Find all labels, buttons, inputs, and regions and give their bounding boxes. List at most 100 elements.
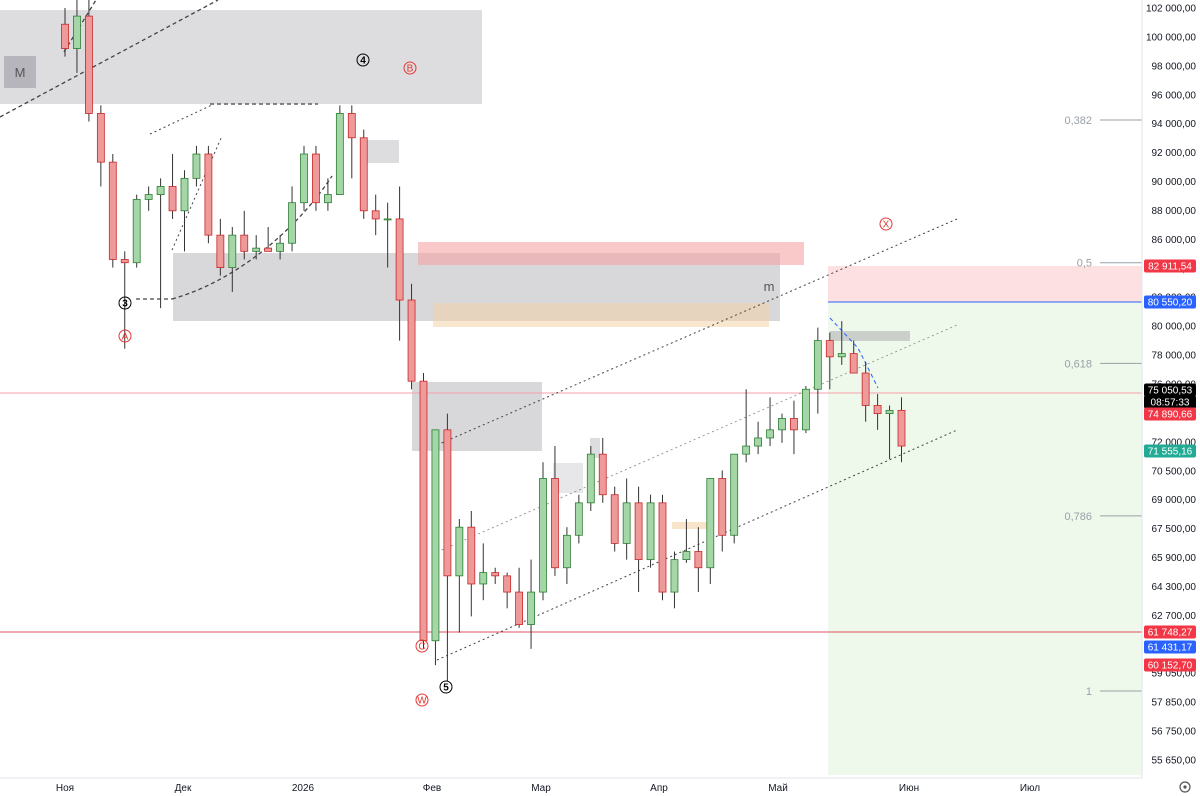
wave-label-3: 3	[122, 299, 128, 310]
candle	[467, 510, 476, 617]
y-tick-label: 55 650,00	[1152, 756, 1197, 767]
candle	[694, 527, 703, 593]
y-tick-label: 67 500,00	[1152, 524, 1197, 535]
time-axis[interactable]: Ноя Дек 2026 Фев Мар Апр Май Июн Июл	[0, 777, 1142, 794]
candle	[479, 543, 488, 601]
candle	[598, 437, 607, 503]
y-tick-label: 56 750,00	[1152, 727, 1197, 738]
fib-layer: 0,382 0,5 0,618 0,786 1	[1064, 115, 1142, 698]
price-tag	[1144, 383, 1196, 397]
candle	[455, 519, 464, 633]
y-tick-label: 64 300,00	[1152, 582, 1197, 593]
candle	[252, 235, 261, 260]
x-tick-label: Ноя	[56, 783, 74, 794]
price-tag-text: 74 890,66	[1148, 410, 1193, 421]
wave-label-4: 4	[360, 56, 366, 67]
price-tag	[1144, 407, 1196, 421]
candle	[407, 283, 416, 390]
x-tick-label: Апр	[650, 783, 668, 794]
red-zone	[418, 242, 804, 265]
x-tick-label: Июл	[1020, 783, 1040, 794]
candle	[574, 494, 583, 544]
zones-layer: M m	[0, 10, 1142, 775]
stop-loss-zone	[828, 266, 1142, 302]
y-tick-label: 94 000,00	[1152, 119, 1197, 130]
price-tag-text: 71 555,16	[1148, 447, 1193, 458]
y-tick-label: 92 000,00	[1152, 148, 1197, 159]
fib-label: 0,5	[1077, 258, 1092, 270]
candle	[216, 218, 225, 276]
y-tick-label: 65 900,00	[1152, 553, 1197, 564]
candle	[73, 0, 81, 73]
y-tick-label: 96 000,00	[1152, 90, 1197, 101]
candle	[276, 235, 285, 260]
wave-label-5: 5	[443, 683, 449, 694]
y-tick-label: 62 700,00	[1152, 611, 1197, 622]
price-tag-text: 08:57:33	[1151, 398, 1190, 409]
candle	[264, 227, 273, 252]
price-tag	[1144, 658, 1196, 672]
price-tag	[1144, 295, 1196, 309]
candle	[622, 478, 631, 560]
candle	[539, 462, 547, 601]
small-zone-right	[830, 331, 910, 341]
candle	[204, 145, 213, 244]
candle	[96, 105, 105, 187]
price-tag-text: 75 050,53	[1148, 386, 1193, 397]
zone-m-box	[4, 56, 36, 88]
x-tick-label: Июн	[899, 783, 919, 794]
candle	[813, 327, 822, 414]
fib-label: 1	[1086, 686, 1092, 698]
candle	[503, 572, 512, 609]
candle	[335, 105, 344, 195]
candle	[682, 519, 691, 563]
supply-zone-m	[0, 10, 482, 104]
x-tick-label: Мар	[531, 783, 551, 794]
x-tick-label: Фев	[423, 783, 441, 794]
candle	[156, 178, 165, 309]
candle	[718, 470, 727, 552]
candle	[120, 251, 129, 349]
levels-layer	[0, 103, 1142, 633]
price-tag-text: 61 748,27	[1148, 628, 1193, 639]
price-tag-text: 80 550,20	[1148, 298, 1193, 309]
candle	[802, 386, 810, 434]
candle	[419, 373, 428, 649]
settings-icon[interactable]	[1179, 781, 1191, 793]
y-tick-label: 78 000,00	[1152, 351, 1197, 362]
small-gray-zone	[590, 438, 600, 458]
candle	[371, 194, 380, 236]
small-zone	[363, 140, 399, 163]
candle	[646, 494, 655, 568]
orange-zone	[433, 303, 769, 327]
candle	[754, 421, 762, 455]
take-profit-zone	[828, 302, 1142, 775]
price-tag-text: 60 152,70	[1148, 661, 1193, 672]
candle	[527, 559, 535, 649]
candle	[849, 340, 858, 374]
candle	[563, 527, 571, 584]
x-tick-label: Дек	[175, 783, 192, 794]
price-tag	[1144, 395, 1196, 409]
candle	[670, 551, 679, 609]
candle	[168, 154, 177, 219]
candle	[730, 453, 739, 544]
y-tick-label: 88 000,00	[1152, 206, 1197, 217]
price-axis[interactable]: 102 000,00 100 000,00 98 000,00 96 000,00 94…	[1141, 0, 1200, 796]
candle	[192, 145, 201, 187]
candle	[359, 129, 368, 219]
wave-labels: A B C W X 3 4 5	[118, 53, 893, 707]
wave-label-B: B	[407, 64, 414, 75]
candle	[861, 361, 870, 422]
price-tag	[1144, 444, 1196, 458]
candle	[180, 170, 189, 252]
y-tick-label: 90 000,00	[1152, 177, 1197, 188]
y-tick-label: 69 000,00	[1152, 495, 1197, 506]
candle	[144, 186, 153, 211]
candle	[132, 194, 141, 268]
y-tick-label: 72 000,00	[1152, 437, 1197, 448]
candle	[658, 494, 667, 601]
candle	[431, 429, 440, 666]
y-tick-label: 80 000,00	[1152, 322, 1197, 333]
